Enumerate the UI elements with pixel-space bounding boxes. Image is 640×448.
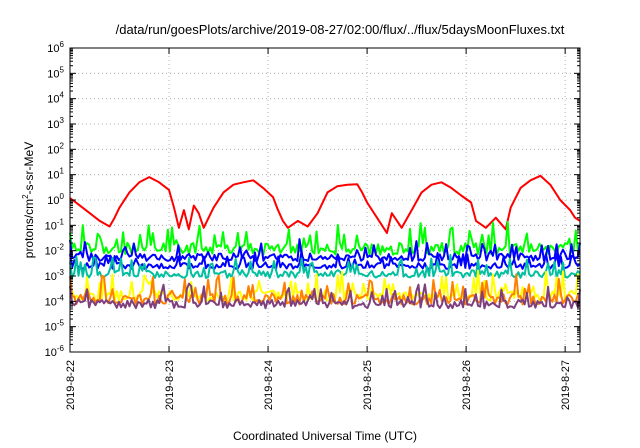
y-tick-label: 10-5 bbox=[45, 319, 65, 334]
y-tick-label: 10-4 bbox=[45, 293, 65, 308]
y-tick-label: 101 bbox=[47, 167, 64, 182]
flux-series-line bbox=[69, 238, 581, 263]
x-tick-label: 2019-8-23 bbox=[164, 360, 176, 410]
y-tick-label: 105 bbox=[47, 65, 64, 80]
x-tick-label: 2019-8-27 bbox=[560, 360, 572, 410]
x-axis-ticks: 2019-8-22 2019-8-23 2019-8-24 2019-8-25 2019… bbox=[65, 48, 572, 410]
x-tick-label: 2019-8-25 bbox=[362, 360, 374, 410]
y-tick-label: 104 bbox=[47, 91, 64, 106]
x-tick-label: 2019-8-22 bbox=[65, 360, 77, 410]
y-tick-label: 100 bbox=[47, 192, 64, 207]
y-tick-label: 10-3 bbox=[45, 268, 65, 283]
x-tick-label: 2019-8-26 bbox=[461, 360, 473, 410]
flux-series-line bbox=[69, 174, 581, 234]
y-axis-label: protons/cm2-s-sr-MeV bbox=[21, 142, 36, 258]
flux-series-line bbox=[69, 253, 581, 279]
flux-series-line bbox=[69, 250, 581, 270]
y-tick-label: 10-2 bbox=[45, 243, 65, 258]
grid bbox=[70, 48, 580, 352]
chart-title: /data/run/goesPlots/archive/2019-08-27/0… bbox=[116, 22, 565, 37]
y-tick-label: 10-1 bbox=[45, 217, 65, 232]
series-layer bbox=[69, 174, 581, 310]
x-tick-label: 2019-8-24 bbox=[263, 360, 275, 410]
y-tick-label: 106 bbox=[47, 40, 64, 55]
y-axis-ticks: 10-6 10-5 10-4 10-3 10-2 10-1 100 101 102 103 104 1… bbox=[45, 40, 580, 359]
x-axis-label: Coordinated Universal Time (UTC) bbox=[233, 429, 417, 443]
y-tick-label: 103 bbox=[47, 116, 64, 131]
y-tick-label: 10-6 bbox=[45, 344, 65, 359]
flux-series-line bbox=[69, 282, 581, 310]
y-tick-label: 102 bbox=[47, 141, 64, 156]
